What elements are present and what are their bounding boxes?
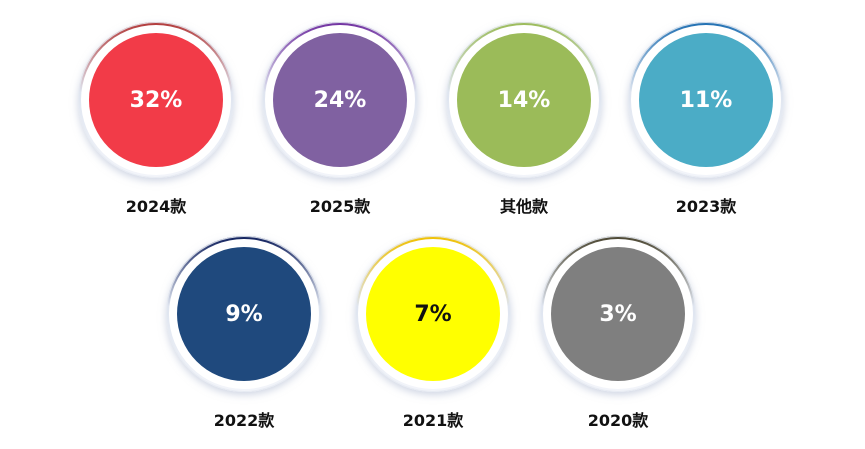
percentage-label: 24% bbox=[313, 87, 367, 113]
percentage-label: 7% bbox=[414, 301, 452, 327]
value-circle: 3% bbox=[551, 247, 685, 381]
value-circle: 7% bbox=[366, 247, 500, 381]
category-item: 3% 2020款 bbox=[540, 236, 696, 446]
value-circle: 32% bbox=[89, 33, 223, 167]
percentage-label: 3% bbox=[599, 301, 637, 327]
percentage-label: 11% bbox=[679, 87, 733, 113]
percentage-label: 32% bbox=[129, 87, 183, 113]
category-item: 32% 2024款 bbox=[78, 22, 234, 232]
category-label: 2021款 bbox=[402, 411, 464, 430]
category-label: 2022款 bbox=[213, 411, 275, 430]
category-label: 2024款 bbox=[125, 197, 187, 216]
category-item: 14% 其他款 bbox=[446, 22, 602, 232]
percentage-label: 14% bbox=[497, 87, 551, 113]
category-item: 7% 2021款 bbox=[355, 236, 511, 446]
category-item: 11% 2023款 bbox=[628, 22, 784, 232]
category-item: 9% 2022款 bbox=[166, 236, 322, 446]
value-circle: 24% bbox=[273, 33, 407, 167]
category-item: 24% 2025款 bbox=[262, 22, 418, 232]
value-circle: 11% bbox=[639, 33, 773, 167]
category-label: 2020款 bbox=[587, 411, 649, 430]
category-label: 2023款 bbox=[675, 197, 737, 216]
category-label: 其他款 bbox=[499, 197, 548, 216]
percentage-label: 9% bbox=[225, 301, 263, 327]
value-circle: 9% bbox=[177, 247, 311, 381]
value-circle: 14% bbox=[457, 33, 591, 167]
category-label: 2025款 bbox=[309, 197, 371, 216]
